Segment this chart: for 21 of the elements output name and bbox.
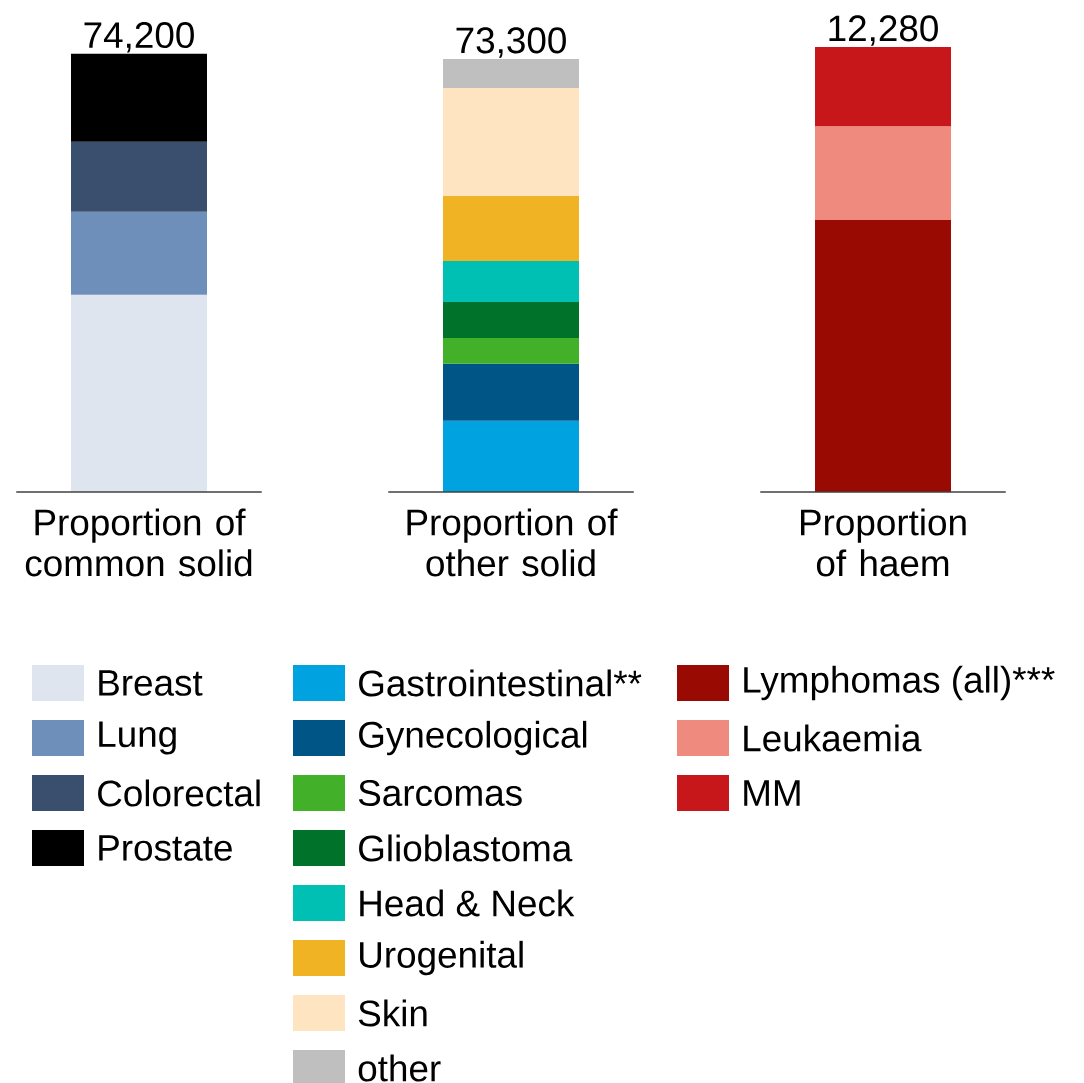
legend-label: Skin	[358, 999, 427, 1027]
legend-label: Leukaemia	[744, 724, 922, 752]
legend-label: Glioblastoma	[359, 834, 573, 862]
legend-label: Prostate	[99, 835, 232, 861]
legend-label: other	[358, 1054, 441, 1082]
annotation: 74,200	[84, 22, 194, 53]
x-tick-label: Proportion of common solid	[25, 508, 252, 577]
annotation: 73,300	[456, 27, 566, 58]
legend-label: Gynecological	[359, 720, 587, 756]
legend-label: Lung	[99, 721, 176, 755]
x-tick-label: Proportion of haem	[801, 508, 966, 577]
legend-label: Colorectal	[98, 779, 260, 807]
x-tick-label: Proportion of other solid	[407, 508, 618, 577]
legend-label: Gastrointestinal**	[359, 669, 642, 697]
legend-label: Head & Neck	[360, 889, 575, 917]
legend-label: Sarcomas	[358, 779, 522, 807]
annotation: 12,280	[829, 15, 938, 46]
legend-label: Breast	[99, 670, 203, 696]
legend-label: Urogenital	[360, 940, 523, 976]
legend-label: MM	[744, 780, 800, 806]
legend-label: Lymphomas (all)***	[744, 665, 1055, 701]
